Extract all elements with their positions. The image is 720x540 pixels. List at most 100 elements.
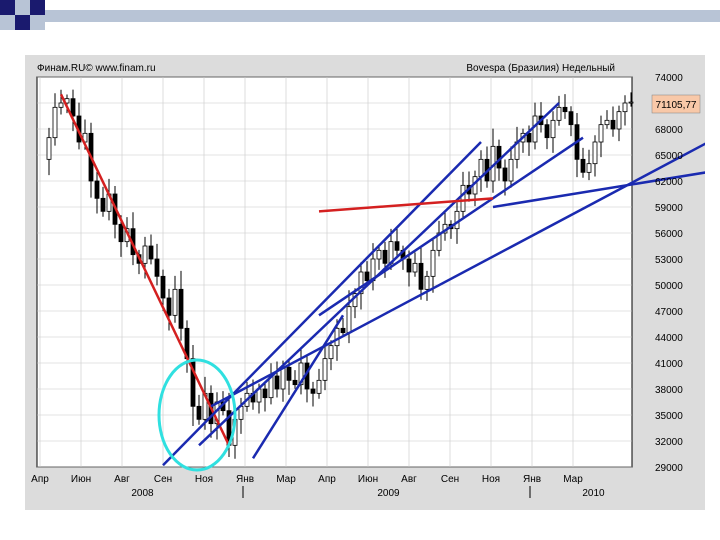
candle [292,370,298,389]
candle-body [334,327,340,347]
candle-body [394,241,400,251]
candle-body [550,119,556,139]
x-tick-label: Сен [154,474,172,485]
x-tick-label: Сен [441,474,459,485]
downtrend-line [318,197,494,213]
bottom-highlight-circle [157,358,237,472]
candle [550,111,556,153]
candle [628,92,634,107]
x-tick-label: Ноя [482,474,500,485]
candle [580,147,586,178]
x-tick-label: Мар [276,474,296,485]
candle-body [190,358,196,407]
candle-body [154,258,160,277]
candle-body [58,102,64,108]
chart-panel: Финам.RU© www.finam.ru Bovespa (Бразилия… [25,55,705,510]
candle [586,149,592,181]
slide-decoration [0,0,720,30]
plot-background [36,76,633,468]
y-tick-label: 35000 [655,411,683,422]
y-tick-label: 68000 [655,125,683,136]
candle [52,93,58,146]
decor-bar [45,10,720,22]
navy-square-1 [0,0,15,15]
candle-body [94,180,100,199]
candle [262,381,268,412]
candle-body [406,258,412,273]
candle-body [478,158,484,178]
candle [328,340,334,371]
candle-body [454,210,460,230]
candle-body [172,288,178,316]
candle [412,252,418,277]
candle [310,381,316,407]
candle-body [544,124,550,139]
source-label: Финам.RU© www.finam.ru [37,63,156,74]
candle-body [628,101,634,104]
candle [298,347,304,395]
candle [94,171,100,214]
candle-body [382,249,388,264]
candle-body [196,405,202,420]
candle [544,119,550,150]
candle [622,95,628,126]
candle [562,94,568,119]
x-tick-label: Мар [563,474,583,485]
year-label: 2009 [377,488,400,499]
candle-body [418,262,424,290]
candle-body [586,163,592,173]
candle [364,261,370,286]
candle-body [430,249,436,277]
candle-body [166,297,172,316]
candle [424,270,430,301]
candle [190,345,196,427]
candle-body [358,271,364,295]
candle-body [52,106,58,139]
last-value-badge [651,94,701,114]
candle-body [592,141,598,165]
y-tick-label: 44000 [655,333,683,344]
candle-body [142,245,148,264]
candle [46,127,52,176]
x-tick-label: Янв [236,474,254,485]
y-tick-label: 74000 [655,73,683,84]
candle-body [298,362,304,386]
candle-body [568,111,574,126]
candle [592,135,598,177]
candle [322,342,328,391]
x-tick-label: Авг [401,474,417,485]
year-label: 2010 [582,488,605,499]
last-value-label: 71105,77 [656,100,697,111]
candle [610,106,616,137]
candle [598,115,604,158]
candle-body [556,106,562,121]
candle [178,270,184,341]
uptrend-line [210,142,705,408]
candle-body [70,98,76,117]
candle-body [148,245,154,260]
candle [154,243,160,286]
y-tick-label: 65000 [655,151,683,162]
candle-body [340,327,346,334]
candle [340,318,346,337]
candle [148,234,154,265]
uptrend-line [251,314,345,459]
candle-body [100,197,106,212]
candle-body [346,306,352,334]
candle [418,246,424,300]
y-tick-label: 62000 [655,177,683,188]
candle-body [604,119,610,126]
x-axis: Апр Июн Авг Сен Ноя Янв Мар Апр Июн Авг Сен Ноя Янв М… [31,474,605,499]
year-label: 2008 [131,488,154,499]
candle-body [622,102,628,113]
candle-body [460,184,466,212]
candle [394,227,400,259]
x-tick-label: Июн [358,474,378,485]
candle-body [292,379,298,386]
x-tick-label: Авг [114,474,130,485]
candle-body [616,111,622,130]
blue-square-3 [30,15,45,30]
candle [100,186,106,217]
candle [556,95,562,126]
candle [166,288,172,331]
